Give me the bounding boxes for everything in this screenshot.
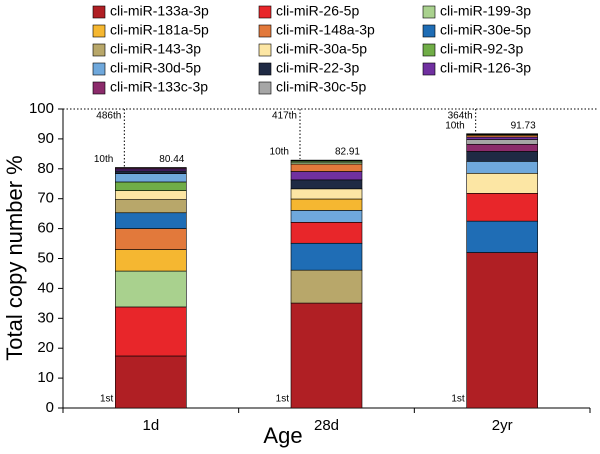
y-tick-label: 100 [29, 100, 54, 117]
bar-segment [466, 172, 538, 194]
bar-segment [115, 249, 187, 272]
bar-segment [115, 270, 187, 308]
legend-swatch [258, 24, 272, 38]
y-tick-label: 60 [37, 220, 54, 237]
legend-swatch [92, 62, 106, 76]
bar-segment [290, 222, 363, 244]
bar-segment [466, 252, 538, 409]
bar-segment [466, 143, 538, 152]
bar-segment [466, 151, 538, 162]
legend-swatch [422, 43, 436, 57]
legend-label: cli-miR-30c-5p [276, 79, 366, 95]
legend-swatch [422, 62, 436, 76]
y-tick-label: 40 [37, 279, 54, 296]
legend-swatch [92, 24, 106, 38]
total-label: 91.73 [511, 120, 536, 131]
legend-label: cli-miR-133c-3p [110, 79, 208, 95]
top-rank-label: 364th [448, 110, 473, 121]
legend-swatch [92, 5, 106, 19]
legend-swatch [258, 5, 272, 19]
legend-label: cli-miR-22-3p [276, 60, 359, 76]
legend-label: cli-miR-199-3p [440, 3, 531, 19]
legend-swatch [258, 43, 272, 57]
top-rank-label: 417th [272, 111, 297, 122]
legend-label: cli-miR-26-5p [276, 3, 359, 19]
bar-segment [290, 242, 363, 271]
x-axis-title: Age [263, 423, 302, 448]
bar-segment [290, 198, 363, 211]
legend-swatch [422, 24, 436, 38]
bar-segment [290, 179, 363, 190]
total-label: 80.44 [159, 154, 184, 165]
legend-label: cli-miR-148a-3p [276, 22, 375, 38]
bar-segment [115, 306, 187, 357]
legend-swatch [258, 62, 272, 76]
legend-swatch [92, 81, 106, 95]
tenth-rank-label: 10th [270, 147, 289, 158]
legend-label: cli-miR-30a-5p [276, 41, 367, 57]
legend-label: cli-miR-30e-5p [440, 22, 531, 38]
first-rank-label: 1st [451, 394, 465, 405]
total-label: 82.91 [335, 147, 360, 158]
bar-segment [115, 355, 187, 409]
bar-segment [466, 136, 538, 140]
legend-swatch [92, 43, 106, 57]
bar-segment [115, 170, 187, 174]
bar-segment [290, 163, 363, 172]
bar-segment [115, 199, 187, 214]
bar-segment [290, 302, 363, 409]
legend-label: cli-miR-30d-5p [110, 60, 201, 76]
bar-segment [466, 139, 538, 145]
y-tick-label: 90 [37, 130, 54, 147]
bar-segment [115, 190, 187, 200]
bar-segment [115, 173, 187, 183]
first-rank-label: 1st [100, 394, 114, 405]
legend-label: cli-miR-143-3p [110, 41, 201, 57]
y-tick-label: 80 [37, 160, 54, 177]
x-tick-label: 1d [142, 417, 159, 434]
bar-segment [290, 171, 363, 181]
x-tick-label: 2yr [492, 417, 513, 434]
bar-segment [290, 188, 363, 200]
bar-segment [115, 167, 187, 169]
y-tick-label: 20 [37, 339, 54, 356]
bar-segment [290, 269, 363, 304]
legend-label: cli-miR-181a-5p [110, 22, 209, 38]
y-tick-label: 70 [37, 190, 54, 207]
bar-segment [466, 193, 538, 222]
top-rank-label: 486th [96, 111, 121, 122]
legend-label: cli-miR-126-3p [440, 60, 531, 76]
y-tick-label: 10 [37, 369, 54, 386]
legend-label: cli-miR-133a-3p [110, 3, 209, 19]
bar-segment [466, 220, 538, 253]
legend-swatch [422, 5, 436, 19]
y-tick-label: 30 [37, 309, 54, 326]
tenth-rank-label: 10th [94, 154, 113, 165]
bar-segment [466, 161, 538, 174]
tenth-rank-label: 10th [445, 120, 464, 131]
y-axis-title: Total copy number % [2, 155, 27, 360]
first-rank-label: 1st [276, 394, 290, 405]
x-tick-label: 28d [314, 417, 339, 434]
y-tick-label: 0 [46, 399, 54, 416]
bar-segment [115, 181, 187, 191]
legend-label: cli-miR-92-3p [440, 41, 523, 57]
y-tick-label: 50 [37, 249, 54, 266]
bar-segment [115, 228, 187, 250]
legend-swatch [258, 81, 272, 95]
bar-segment [115, 212, 187, 229]
bar-segment [290, 210, 363, 223]
